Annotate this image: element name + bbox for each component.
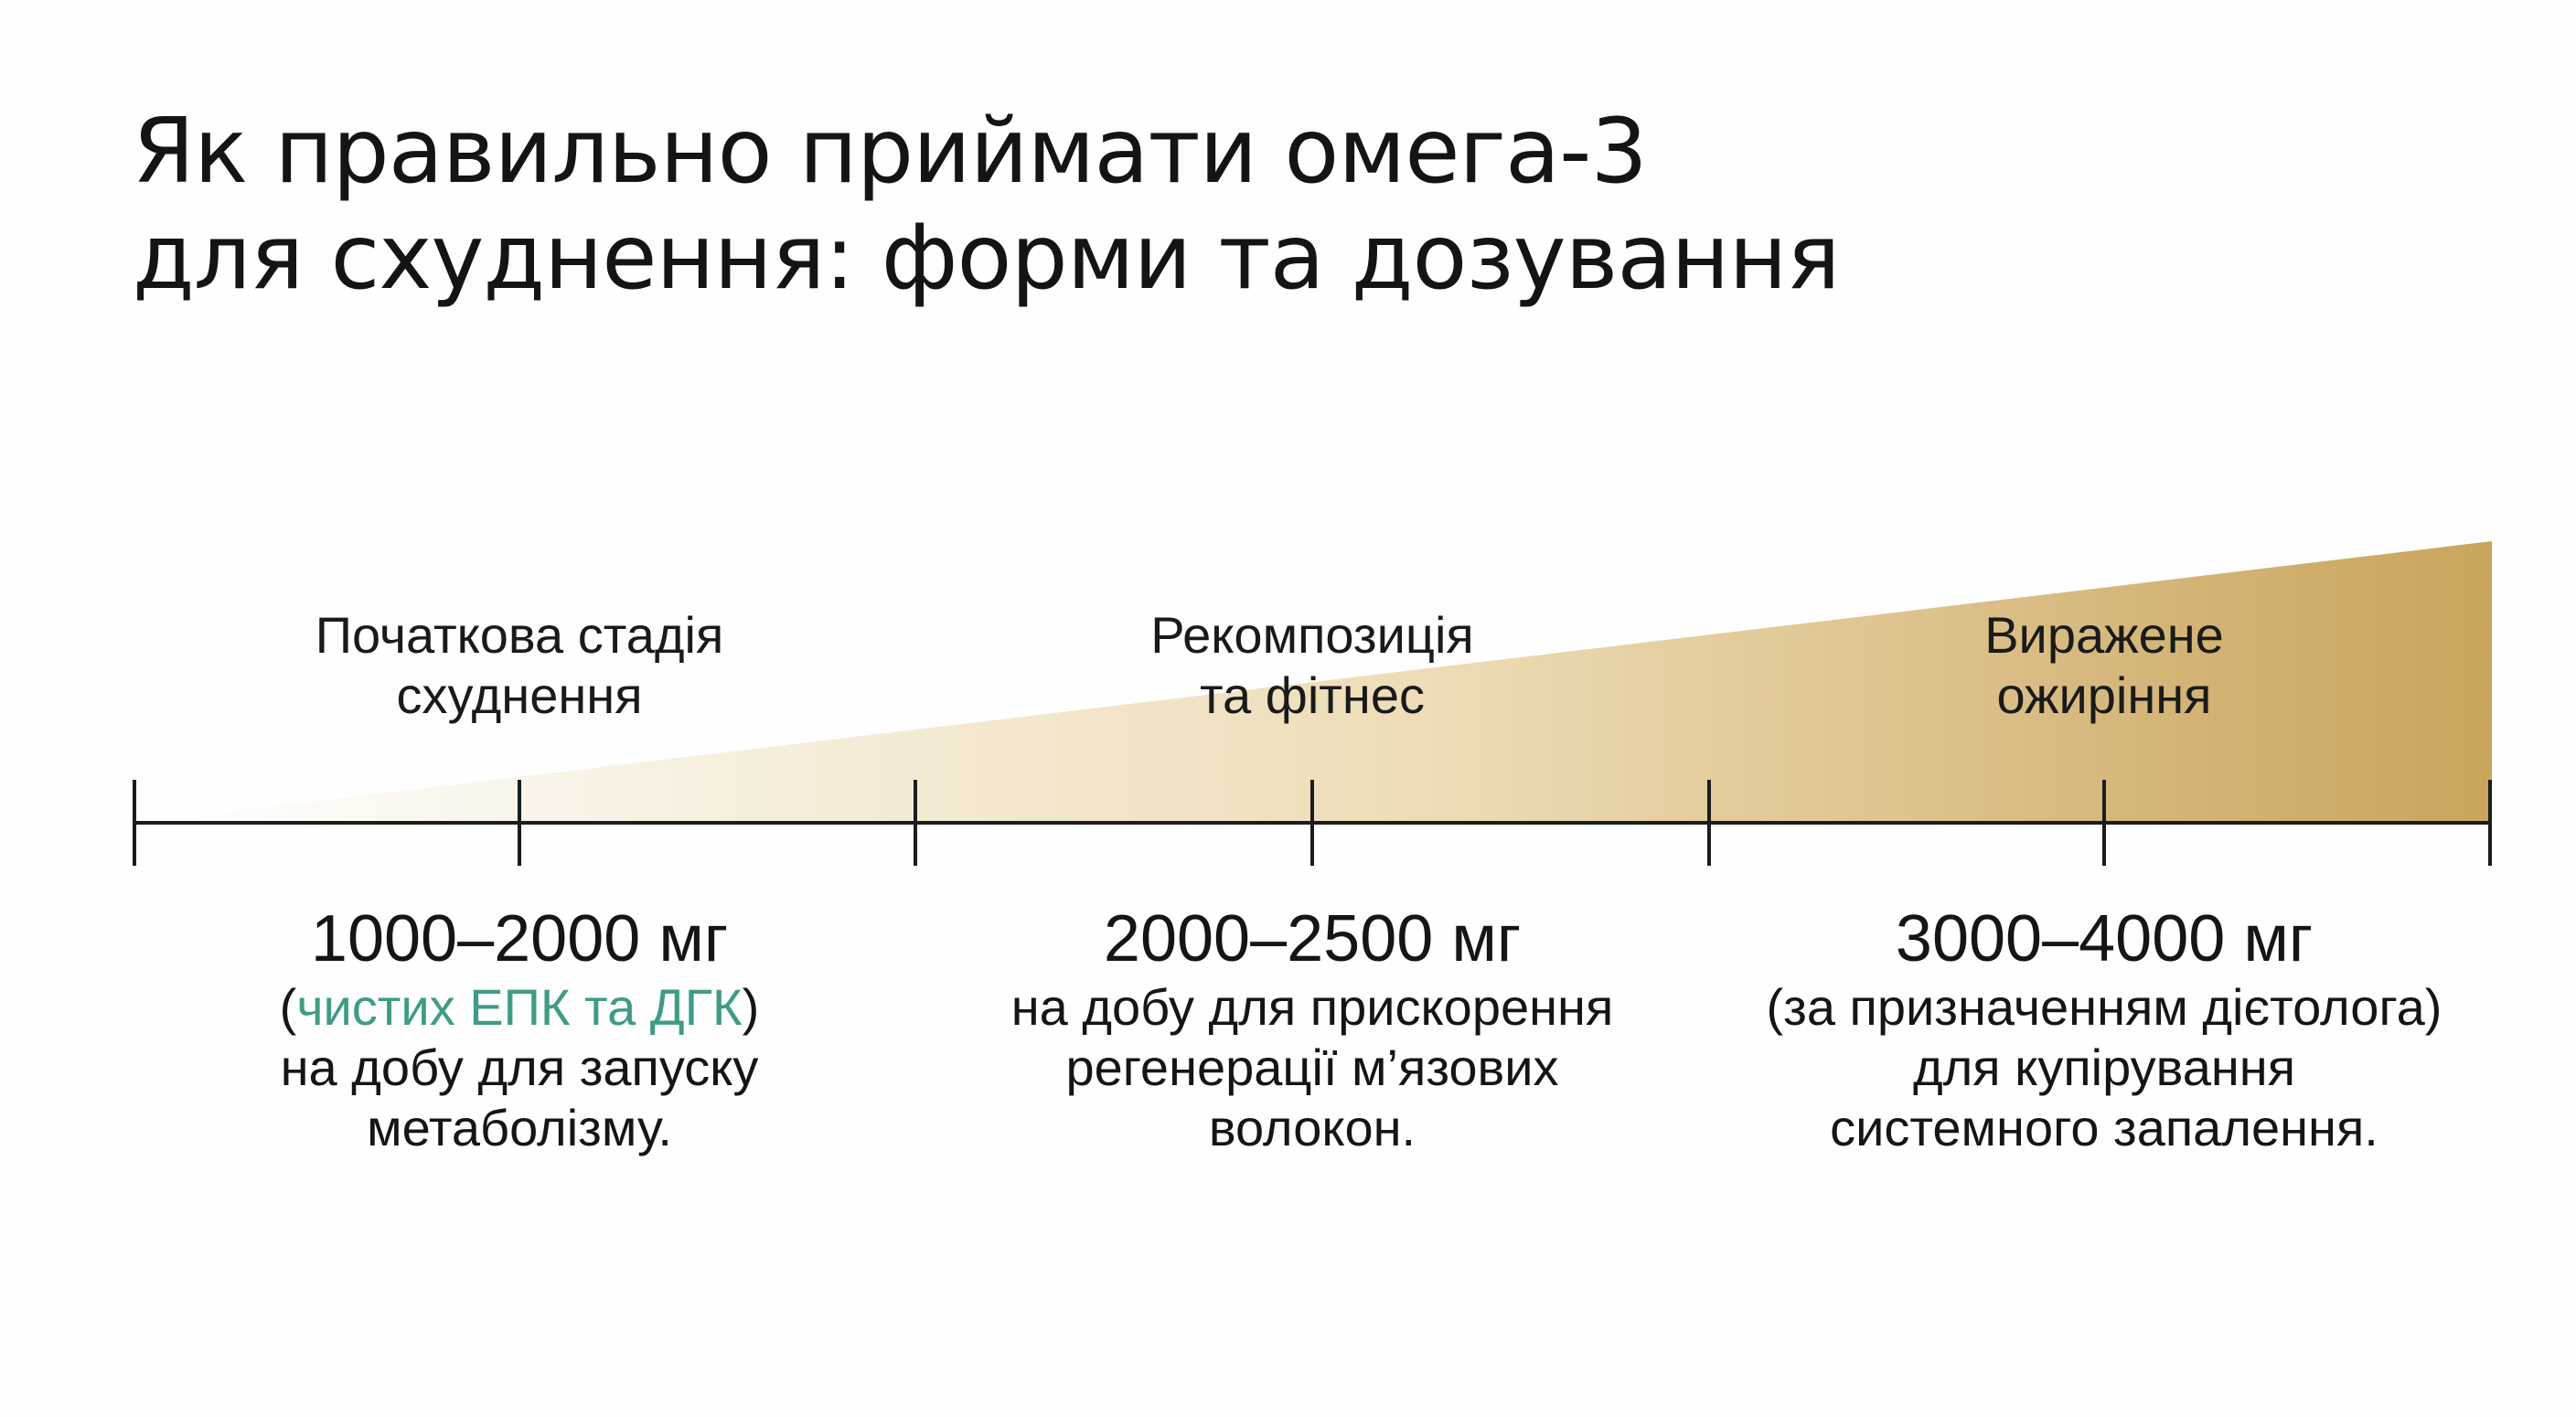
dose-initial-paren-close: ) — [742, 978, 760, 1036]
stage-label-obesity: Виражене ожиріння — [1784, 605, 2424, 726]
dose-recomposition-line-3: волокон. — [1208, 1099, 1416, 1156]
dose-initial-line-2: на добу для запуску — [280, 1039, 759, 1096]
dose-recomposition-line-2: регенерації м’язових — [1065, 1039, 1559, 1096]
dose-recomposition-line-1: на добу для прискорення — [1010, 978, 1614, 1036]
stage-label-initial-line-1: Початкова стадія — [315, 606, 724, 664]
stage-label-recomposition: Рекомпозиція та фітнес — [992, 605, 1632, 726]
stage-label-obesity-line-1: Виражене — [1984, 606, 2224, 664]
dose-amount-recomposition: 2000–2500 мг — [1103, 902, 1522, 975]
dose-block-obesity: 3000–4000 мг (за призначенням дієтолога)… — [1757, 900, 2452, 1158]
stage-label-recomposition-line-2: та фітнес — [1200, 666, 1425, 724]
dose-initial-line-3: метаболізму. — [367, 1099, 672, 1156]
dose-obesity-line-3: системного запалення. — [1830, 1099, 2378, 1156]
dose-amount-initial: 1000–2000 мг — [310, 902, 729, 975]
dose-initial-highlight: чистих ЕПК та ДГК — [296, 978, 743, 1036]
dosage-intensity-wedge — [135, 541, 2492, 823]
stage-label-initial: Початкова стадія схуднення — [199, 605, 839, 726]
dose-amount-obesity: 3000–4000 мг — [1895, 902, 2314, 975]
page-title-line-1: Як правильно приймати омега-3 — [133, 100, 1648, 204]
stage-label-initial-line-2: схуднення — [396, 666, 643, 724]
dose-block-recomposition: 2000–2500 мг на добу для прискорення рег… — [965, 900, 1660, 1158]
dose-initial-line-1: (чистих ЕПК та ДГК) — [172, 977, 867, 1038]
page-title-line-2: для схуднення: форми та дозування — [133, 206, 1841, 310]
stage-label-recomposition-line-1: Рекомпозиція — [1150, 606, 1474, 664]
dose-initial-paren-open: ( — [279, 978, 297, 1036]
dose-obesity-line-1: (за призначенням дієтолога) — [1766, 978, 2442, 1036]
dose-obesity-line-2: для купірування — [1912, 1039, 2296, 1096]
page-title: Як правильно приймати омега-3 для схудне… — [133, 99, 2144, 311]
stage-label-obesity-line-2: ожиріння — [1996, 666, 2212, 724]
dose-block-initial: 1000–2000 мг (чистих ЕПК та ДГК) на добу… — [172, 900, 867, 1158]
